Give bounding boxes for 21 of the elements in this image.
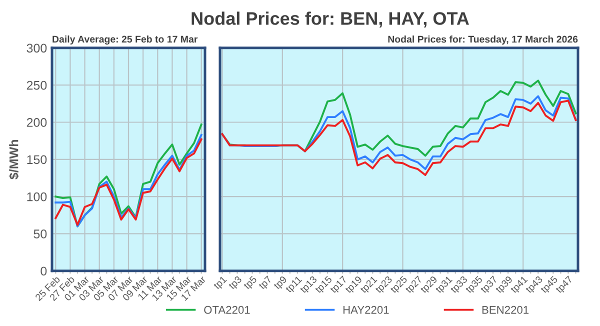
y-tick-label: 0 xyxy=(40,266,47,276)
y-tick-label: 300 xyxy=(26,44,47,53)
y-tick-label: 100 xyxy=(27,192,47,202)
chart-subtitle: Daily Average: 25 Feb to 17 Mar xyxy=(52,35,198,45)
legend-label: HAY2201 xyxy=(343,306,389,314)
legend-label: OTA2201 xyxy=(204,306,250,314)
x-tick-label: tp31 xyxy=(434,276,454,295)
y-tick-label: 200 xyxy=(26,118,47,127)
x-tick-label: tp1 xyxy=(213,276,228,291)
x-tick-label: tp5 xyxy=(243,276,258,291)
chart-subtitle: Nodal Prices for: Tuesday, 17 March 2026 xyxy=(388,36,578,45)
chart-title: Nodal Prices for: BEN, HAY, OTA xyxy=(192,12,469,28)
y-tick-label: 250 xyxy=(26,80,47,90)
x-tick-label: tp3 xyxy=(228,276,244,291)
y-axis-title: $/MWh xyxy=(8,140,20,180)
legend-label: BEN2201 xyxy=(482,306,529,314)
x-tick-label: tp21 xyxy=(360,276,379,295)
y-tick-label: 50 xyxy=(34,230,47,238)
y-tick-label: 150 xyxy=(27,155,47,164)
x-tick-label: tp41 xyxy=(510,276,530,295)
x-tick-label: tp7 xyxy=(258,276,274,291)
